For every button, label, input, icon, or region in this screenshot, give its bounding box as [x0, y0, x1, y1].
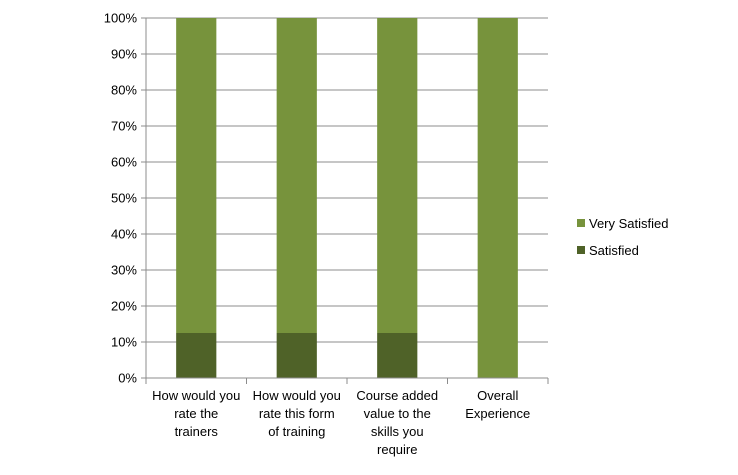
- y-tick-label: 20%: [111, 299, 137, 314]
- y-tick-label: 0%: [118, 371, 137, 386]
- bar-satisfied: [377, 333, 418, 378]
- y-tick-label: 50%: [111, 191, 137, 206]
- category-label: Course added value to the skills you requir…: [356, 388, 438, 457]
- x-category-labels: How would you rate the trainers How would y…: [152, 388, 530, 457]
- y-tick-label: 100%: [104, 11, 138, 26]
- y-tick-labels: 0% 10% 20% 30% 40% 50% 60% 70% 80% 90% 100%: [104, 11, 138, 386]
- legend-swatch: [577, 219, 585, 227]
- bars: [176, 18, 518, 378]
- y-tick-label: 10%: [111, 335, 137, 350]
- bar-satisfied: [276, 333, 317, 378]
- y-tick-label: 60%: [111, 155, 137, 170]
- category-label: How would you rate this form of training: [253, 388, 341, 439]
- category-label: Overall Experience: [465, 388, 530, 421]
- bar-satisfied: [176, 333, 217, 378]
- bar-very-satisfied: [477, 18, 518, 378]
- bar-very-satisfied: [377, 18, 418, 333]
- legend-label: Very Satisfied: [589, 216, 669, 231]
- y-tick-label: 90%: [111, 47, 137, 62]
- y-tick-label: 80%: [111, 83, 137, 98]
- bar-very-satisfied: [176, 18, 217, 333]
- bar-very-satisfied: [276, 18, 317, 333]
- legend-label: Satisfied: [589, 243, 639, 258]
- legend-swatch: [577, 246, 585, 254]
- y-tick-label: 70%: [111, 119, 137, 134]
- legend: Very Satisfied Satisfied: [577, 216, 669, 258]
- category-label: How would you rate the trainers: [152, 388, 240, 439]
- y-tick-label: 40%: [111, 227, 137, 242]
- axes: [141, 17, 549, 384]
- y-tick-label: 30%: [111, 263, 137, 278]
